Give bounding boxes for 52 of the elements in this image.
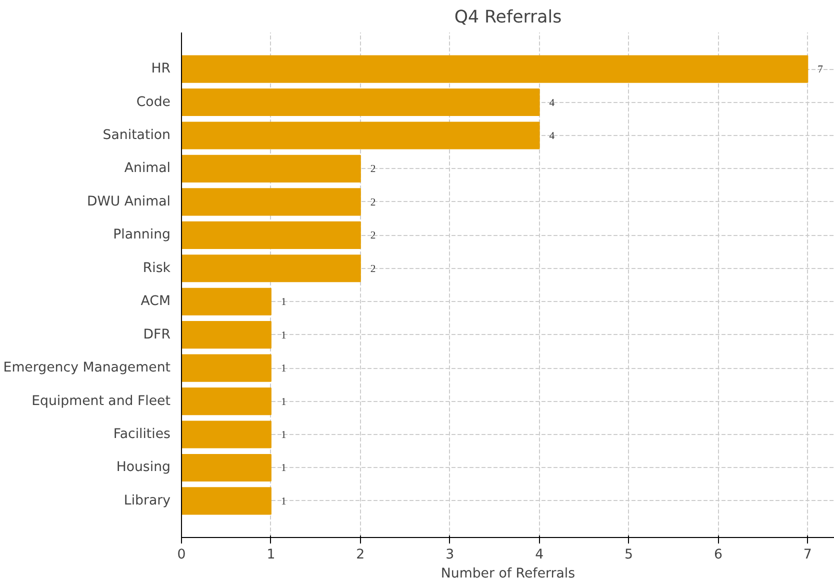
- data-label: 2: [370, 264, 376, 275]
- data-label: 2: [370, 230, 376, 242]
- x-tick-label: 3: [446, 548, 454, 562]
- y-tick-label: Sanitation: [102, 128, 170, 143]
- bar: [182, 122, 540, 150]
- y-tick-label: ACM: [140, 294, 171, 310]
- y-tick-label: Risk: [142, 260, 171, 276]
- y-tick-label: Animal: [124, 161, 171, 176]
- bar: [182, 88, 540, 116]
- bar: [182, 188, 361, 216]
- bar: [182, 354, 272, 382]
- x-tick-label: 0: [177, 548, 186, 562]
- bar: [182, 487, 272, 515]
- bar: [182, 55, 808, 83]
- data-label: 1: [280, 297, 286, 308]
- y-tick-label: Housing: [116, 460, 171, 476]
- data-label: 1: [280, 496, 286, 508]
- data-label: 4: [549, 98, 556, 109]
- y-tick-label: HR: [151, 62, 171, 77]
- bar: [182, 454, 272, 482]
- bar: [182, 387, 272, 416]
- x-tick-label: 4: [535, 548, 544, 562]
- data-label: 1: [280, 430, 286, 442]
- chart-title: Q4 Referrals: [454, 8, 562, 28]
- data-label: 1: [280, 396, 286, 408]
- x-axis-title: Number of Referrals: [440, 566, 576, 582]
- y-tick-label: Planning: [113, 228, 171, 243]
- data-label: 4: [549, 130, 556, 142]
- bar: [182, 254, 361, 282]
- y-tick-label: Library: [124, 493, 171, 508]
- y-tick-label: Facilities: [113, 427, 171, 442]
- bar: [182, 321, 272, 349]
- bar: [182, 420, 272, 448]
- data-label: 1: [280, 330, 286, 342]
- x-tick-label: 2: [356, 548, 365, 562]
- y-tick-label: DFR: [143, 327, 171, 342]
- y-tick-label: Code: [136, 94, 171, 110]
- data-label: 2: [370, 197, 376, 208]
- data-label: 1: [280, 364, 286, 375]
- bar: [182, 154, 361, 183]
- x-tick-label: 7: [803, 548, 812, 562]
- y-tick-label: Emergency Management: [3, 360, 171, 376]
- data-label: 1: [280, 463, 286, 474]
- bar: [182, 221, 361, 249]
- y-tick-label: DWU Animal: [86, 194, 171, 210]
- data-label: 2: [370, 164, 376, 176]
- x-tick-label: 1: [266, 548, 276, 562]
- x-tick-label: 5: [624, 548, 634, 562]
- y-tick-label: Equipment and Fleet: [32, 394, 171, 409]
- data-label: 7: [818, 64, 824, 76]
- bar: [182, 288, 272, 316]
- x-tick-label: 6: [714, 548, 722, 562]
